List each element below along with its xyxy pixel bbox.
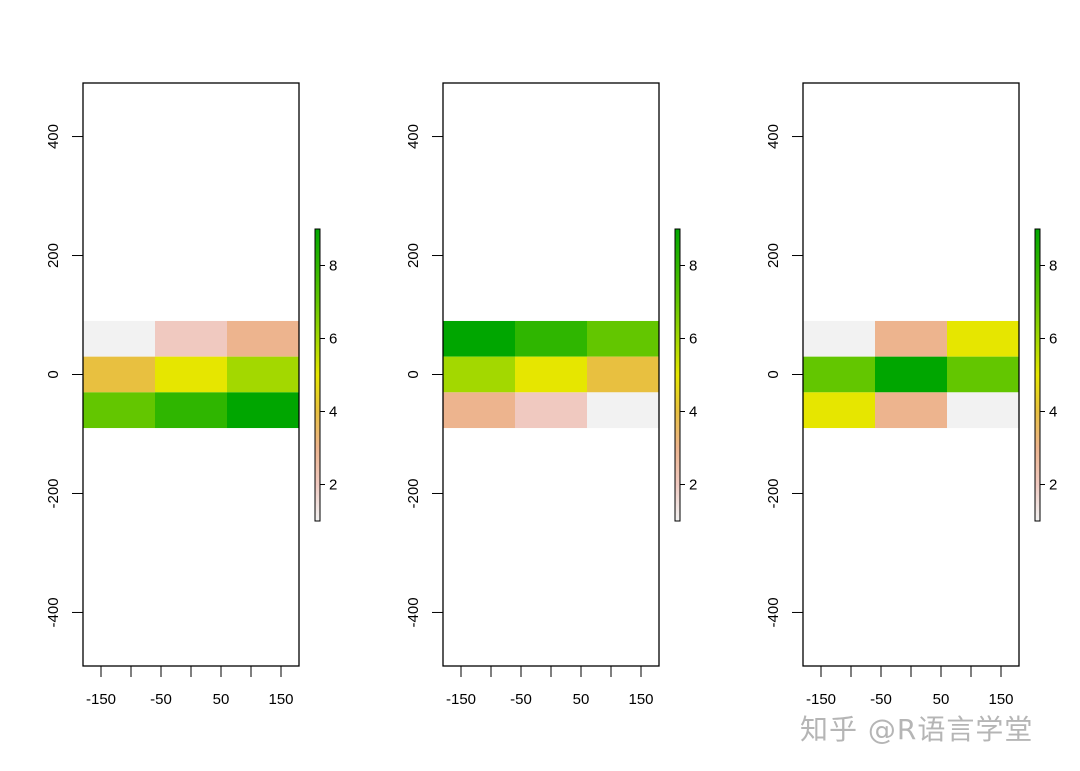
heatmap-cell (515, 356, 587, 393)
heatmap-cell (155, 392, 227, 429)
x-tick-label: -150 (86, 691, 116, 708)
legend-bar (674, 228, 681, 522)
panel-2: -150 -50 50 150 -400 -200 0 200 400 2 4 6 8 (405, 82, 697, 708)
heatmap-cell (443, 320, 515, 357)
heatmap-cell (875, 392, 947, 429)
y-tick-label: -200 (405, 478, 422, 508)
heatmap-cell (947, 392, 1019, 429)
legend-tick-label: 6 (1049, 331, 1057, 348)
heatmap-cell (803, 356, 875, 393)
legend-colorbar: 2 4 6 8 (674, 228, 697, 522)
heatmap-cell (947, 356, 1019, 393)
panel-1: -150 -50 50 150 -400 -200 0 200 400 2 4 6 8 (45, 82, 337, 708)
heatmap-cell (515, 320, 587, 357)
legend-bar (1034, 228, 1041, 522)
heatmap-cell (515, 392, 587, 429)
legend-tick-label: 4 (329, 404, 337, 421)
x-tick-label: 50 (573, 691, 590, 708)
heatmap-cell (803, 392, 875, 429)
legend-tick-label: 4 (689, 404, 697, 421)
x-tick-label: 150 (268, 691, 293, 708)
y-tick-label: 200 (45, 243, 62, 268)
legend-tick-label: 2 (689, 477, 697, 494)
y-tick-label: -400 (765, 597, 782, 627)
y-tick-label: 200 (765, 243, 782, 268)
legend-colorbar: 2 4 6 8 (1034, 228, 1057, 522)
legend-tick-label: 6 (329, 331, 337, 348)
heatmap-cell (227, 356, 299, 393)
legend-tick-label: 8 (1049, 258, 1057, 275)
y-tick-label: -200 (45, 478, 62, 508)
heatmap-cell (227, 392, 299, 429)
legend-tick-label: 2 (329, 477, 337, 494)
y-tick-label: 0 (765, 370, 782, 378)
x-tick-label: -50 (150, 691, 172, 708)
heatmap-cell (83, 320, 155, 357)
heatmap-cell (875, 356, 947, 393)
heatmap-cell (587, 392, 659, 429)
heatmap-cell (83, 356, 155, 393)
heatmap-cell (443, 392, 515, 429)
y-tick-label: -200 (765, 478, 782, 508)
x-tick-label: 50 (933, 691, 950, 708)
heatmap-cell (875, 320, 947, 357)
x-tick-label: -150 (806, 691, 836, 708)
legend-tick-label: 6 (689, 331, 697, 348)
legend-bar (314, 228, 321, 522)
heatmap-cell (155, 356, 227, 393)
x-tick-label: 150 (628, 691, 653, 708)
legend-tick-label: 8 (689, 258, 697, 275)
legend-tick-label: 8 (329, 258, 337, 275)
y-tick-label: 200 (405, 243, 422, 268)
heatmap-cell (803, 320, 875, 357)
heatmap-cell (83, 392, 155, 429)
y-tick-label: 400 (405, 124, 422, 149)
watermark-text: 知乎 @R语言学堂 (800, 713, 1034, 746)
y-tick-label: -400 (45, 597, 62, 627)
x-tick-label: 50 (213, 691, 230, 708)
heatmap-cell (587, 356, 659, 393)
y-tick-label: 400 (45, 124, 62, 149)
x-tick-label: -150 (446, 691, 476, 708)
x-tick-label: 150 (988, 691, 1013, 708)
heatmap-cell (587, 320, 659, 357)
y-tick-label: 0 (45, 370, 62, 378)
heatmap-cell (947, 320, 1019, 357)
panel-3: -150 -50 50 150 -400 -200 0 200 400 2 4 6 8 (765, 82, 1057, 708)
legend-tick-label: 2 (1049, 477, 1057, 494)
heatmap-cell (227, 320, 299, 357)
y-tick-label: 0 (405, 370, 422, 378)
legend-colorbar: 2 4 6 8 (314, 228, 337, 522)
y-tick-label: -400 (405, 597, 422, 627)
x-tick-label: -50 (870, 691, 892, 708)
heatmap-cell (155, 320, 227, 357)
legend-tick-label: 4 (1049, 404, 1057, 421)
heatmap-cell (443, 356, 515, 393)
y-tick-label: 400 (765, 124, 782, 149)
x-tick-label: -50 (510, 691, 532, 708)
